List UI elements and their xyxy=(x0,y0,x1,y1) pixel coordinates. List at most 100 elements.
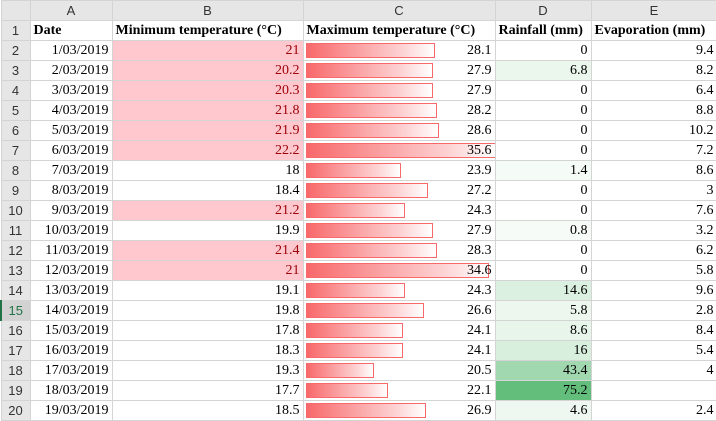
cell-date[interactable]: 15/03/2019 xyxy=(29,320,113,341)
cell-rainfall[interactable]: 0 xyxy=(494,80,592,101)
cell-rainfall[interactable]: 5.8 xyxy=(494,300,592,321)
cell-date[interactable]: 12/03/2019 xyxy=(29,260,113,281)
row-number[interactable]: 5 xyxy=(0,100,31,121)
cell-min-temp[interactable]: 19.9 xyxy=(111,220,304,241)
column-header-a[interactable]: A xyxy=(29,0,113,21)
cell-evaporation[interactable]: 9.4 xyxy=(590,40,716,61)
cell-evaporation[interactable]: 7.2 xyxy=(590,140,716,161)
row-number[interactable]: 10 xyxy=(0,200,31,221)
cell-min-temp[interactable]: 21.9 xyxy=(111,120,304,141)
cell-max-temp[interactable]: 24.1 xyxy=(302,340,496,361)
cell-date[interactable]: 19/03/2019 xyxy=(29,400,113,421)
cell-max-temp[interactable]: 22.1 xyxy=(302,380,496,401)
cell-evaporation[interactable]: 9.6 xyxy=(590,280,716,301)
cell-evaporation[interactable]: 2.8 xyxy=(590,300,716,321)
cell-date[interactable]: 6/03/2019 xyxy=(29,140,113,161)
row-number[interactable]: 4 xyxy=(0,80,31,101)
row-number[interactable]: 14 xyxy=(0,280,31,301)
column-header-b[interactable]: B xyxy=(111,0,304,21)
cell-rainfall[interactable]: 1.4 xyxy=(494,160,592,181)
cell-min-temp[interactable]: 19.1 xyxy=(111,280,304,301)
cell-min-temp[interactable]: 20.2 xyxy=(111,60,304,81)
cell-date[interactable]: 5/03/2019 xyxy=(29,120,113,141)
cell-min-temp[interactable]: 18 xyxy=(111,160,304,181)
header-cell-max-temp[interactable]: Maximum temperature (°C) xyxy=(302,20,496,41)
cell-rainfall[interactable]: 0 xyxy=(494,40,592,61)
cell-max-temp[interactable]: 27.2 xyxy=(302,180,496,201)
cell-max-temp[interactable]: 26.9 xyxy=(302,400,496,421)
cell-max-temp[interactable]: 35.6 xyxy=(302,140,496,161)
cell-max-temp[interactable]: 20.5 xyxy=(302,360,496,381)
row-number[interactable]: 11 xyxy=(0,220,31,241)
cell-rainfall[interactable]: 14.6 xyxy=(494,280,592,301)
cell-max-temp[interactable]: 24.3 xyxy=(302,200,496,221)
cell-evaporation[interactable]: 8.6 xyxy=(590,160,716,181)
row-number[interactable]: 20 xyxy=(0,400,31,421)
row-number[interactable]: 18 xyxy=(0,360,31,381)
cell-date[interactable]: 18/03/2019 xyxy=(29,380,113,401)
cell-max-temp[interactable]: 28.3 xyxy=(302,240,496,261)
cell-date[interactable]: 13/03/2019 xyxy=(29,280,113,301)
row-number[interactable]: 1 xyxy=(0,20,31,41)
cell-rainfall[interactable]: 0 xyxy=(494,140,592,161)
cell-min-temp[interactable]: 22.2 xyxy=(111,140,304,161)
cell-min-temp[interactable]: 17.7 xyxy=(111,380,304,401)
row-number[interactable]: 2 xyxy=(0,40,31,61)
cell-rainfall[interactable]: 6.8 xyxy=(494,60,592,81)
cell-date[interactable]: 8/03/2019 xyxy=(29,180,113,201)
column-header-d[interactable]: D xyxy=(494,0,592,21)
cell-rainfall[interactable]: 0 xyxy=(494,200,592,221)
cell-evaporation[interactable]: 5.4 xyxy=(590,340,716,361)
header-cell-min-temp[interactable]: Minimum temperature (°C) xyxy=(111,20,304,41)
cell-evaporation[interactable]: 3.2 xyxy=(590,220,716,241)
cell-evaporation[interactable]: 3 xyxy=(590,180,716,201)
row-number[interactable]: 8 xyxy=(0,160,31,181)
row-number[interactable]: 19 xyxy=(0,380,31,401)
cell-date[interactable]: 17/03/2019 xyxy=(29,360,113,381)
cell-evaporation[interactable] xyxy=(590,380,716,401)
cell-max-temp[interactable]: 27.9 xyxy=(302,220,496,241)
cell-rainfall[interactable]: 0 xyxy=(494,180,592,201)
cell-evaporation[interactable]: 6.4 xyxy=(590,80,716,101)
row-number[interactable]: 3 xyxy=(0,60,31,81)
row-number[interactable]: 15 xyxy=(0,300,31,321)
cell-rainfall[interactable]: 16 xyxy=(494,340,592,361)
cell-max-temp[interactable]: 28.2 xyxy=(302,100,496,121)
cell-min-temp[interactable]: 18.4 xyxy=(111,180,304,201)
cell-date[interactable]: 16/03/2019 xyxy=(29,340,113,361)
header-cell-date[interactable]: Date xyxy=(29,20,113,41)
column-header-e[interactable]: E xyxy=(590,0,716,21)
cell-evaporation[interactable]: 7.6 xyxy=(590,200,716,221)
select-all-corner[interactable] xyxy=(0,0,31,21)
cell-evaporation[interactable]: 2.4 xyxy=(590,400,716,421)
cell-evaporation[interactable]: 6.2 xyxy=(590,240,716,261)
cell-max-temp[interactable]: 28.6 xyxy=(302,120,496,141)
cell-min-temp[interactable]: 18.5 xyxy=(111,400,304,421)
row-number[interactable]: 13 xyxy=(0,260,31,281)
cell-min-temp[interactable]: 19.8 xyxy=(111,300,304,321)
row-number[interactable]: 6 xyxy=(0,120,31,141)
cell-max-temp[interactable]: 24.1 xyxy=(302,320,496,341)
header-cell-rainfall[interactable]: Rainfall (mm) xyxy=(494,20,592,41)
cell-min-temp[interactable]: 21.4 xyxy=(111,240,304,261)
cell-min-temp[interactable]: 17.8 xyxy=(111,320,304,341)
cell-date[interactable]: 10/03/2019 xyxy=(29,220,113,241)
cell-max-temp[interactable]: 27.9 xyxy=(302,60,496,81)
cell-rainfall[interactable]: 43.4 xyxy=(494,360,592,381)
cell-max-temp[interactable]: 28.1 xyxy=(302,40,496,61)
cell-min-temp[interactable]: 21 xyxy=(111,260,304,281)
cell-rainfall[interactable]: 0 xyxy=(494,240,592,261)
cell-rainfall[interactable]: 8.6 xyxy=(494,320,592,341)
cell-date[interactable]: 11/03/2019 xyxy=(29,240,113,261)
cell-max-temp[interactable]: 27.9 xyxy=(302,80,496,101)
cell-min-temp[interactable]: 21 xyxy=(111,40,304,61)
cell-max-temp[interactable]: 34.6 xyxy=(302,260,496,281)
cell-date[interactable]: 14/03/2019 xyxy=(29,300,113,321)
cell-max-temp[interactable]: 26.6 xyxy=(302,300,496,321)
cell-max-temp[interactable]: 24.3 xyxy=(302,280,496,301)
cell-evaporation[interactable]: 5.8 xyxy=(590,260,716,281)
cell-evaporation[interactable]: 10.2 xyxy=(590,120,716,141)
cell-date[interactable]: 4/03/2019 xyxy=(29,100,113,121)
cell-min-temp[interactable]: 21.8 xyxy=(111,100,304,121)
cell-date[interactable]: 7/03/2019 xyxy=(29,160,113,181)
